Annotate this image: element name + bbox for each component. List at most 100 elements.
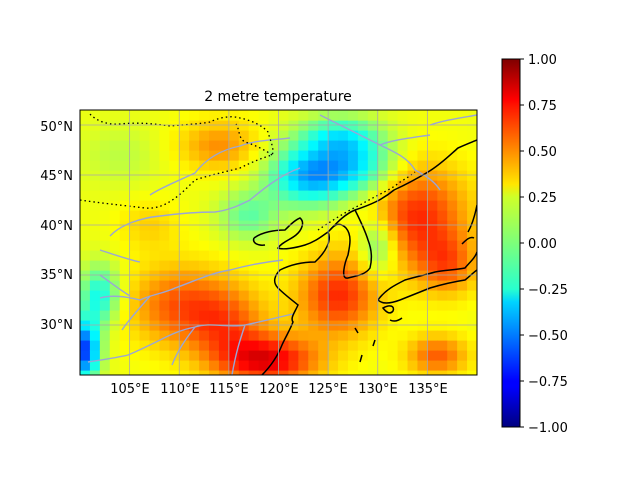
grid-cell [149, 150, 160, 161]
grid-cell [377, 300, 389, 311]
grid-cell [467, 370, 477, 375]
grid-cell [89, 140, 101, 151]
grid-cell [308, 230, 319, 241]
grid-cell [149, 130, 160, 141]
grid-cell [387, 180, 399, 191]
grid-cell [119, 360, 131, 371]
grid-cell [397, 130, 409, 141]
grid-cell [189, 210, 200, 221]
grid-cell [298, 130, 309, 141]
grid-cell [427, 240, 438, 251]
grid-cell [278, 310, 290, 321]
colorbar-ticks [520, 58, 524, 428]
grid-cell [417, 360, 428, 371]
grid-cell [169, 300, 180, 311]
grid-cell [149, 230, 160, 241]
grid-cell [278, 360, 290, 371]
grid-cell [338, 160, 349, 171]
grid-cell [308, 330, 319, 341]
grid-cell [228, 340, 240, 351]
grid-cell [119, 230, 131, 241]
graticule [80, 110, 477, 375]
grid-cell [318, 210, 329, 221]
grid-cell [457, 290, 468, 301]
grid-cell [308, 160, 319, 171]
grid-cell [169, 150, 180, 161]
cbar-label-9: −1.00 [528, 421, 568, 436]
grid-cell [199, 250, 210, 261]
grid-cell [268, 310, 280, 321]
grid-cell [209, 200, 220, 211]
cbar-label-4: 0.25 [528, 191, 557, 206]
grid-cell [169, 290, 180, 301]
grid-cell [467, 150, 477, 161]
grid-cell [367, 330, 379, 341]
grid-cell [258, 200, 270, 211]
grid-cell [109, 260, 121, 271]
grid-cell [338, 330, 349, 341]
grid-cell [209, 230, 220, 241]
grid-cell [338, 130, 349, 141]
grid-cell [338, 300, 349, 311]
grid-cell [298, 340, 309, 351]
grid-cell [427, 210, 438, 221]
grid-cell [437, 140, 448, 151]
grid-cell [199, 280, 210, 291]
grid-cell [159, 110, 170, 121]
grid-cell [218, 130, 230, 141]
grid-cell [199, 360, 210, 371]
grid-cell [189, 330, 200, 341]
grid-cell [397, 200, 409, 211]
grid-cell [248, 150, 260, 161]
grid-cell [377, 150, 389, 161]
grid-cell [179, 360, 190, 371]
grid-cell [80, 290, 91, 301]
grid-cell [238, 280, 250, 291]
grid-cell [387, 230, 399, 241]
grid-cell [427, 110, 438, 121]
grid-cell [268, 290, 280, 301]
grid-cell [457, 340, 468, 351]
grid-cell [377, 210, 389, 221]
grid-cell [209, 110, 220, 121]
grid-cell [139, 180, 151, 191]
grid-cell [238, 230, 250, 241]
grid-cell [218, 200, 230, 211]
grid-cell [457, 230, 468, 241]
grid-cell [457, 110, 468, 121]
grid-cell [238, 180, 250, 191]
grid-cell [367, 350, 379, 361]
grid-cell [427, 350, 438, 361]
grid-cell [209, 310, 220, 321]
grid-cell [248, 180, 260, 191]
grid-cell [397, 370, 409, 375]
grid-cell [407, 150, 419, 161]
grid-cell [367, 190, 379, 201]
grid-cell [407, 330, 419, 341]
grid-cell [357, 130, 369, 141]
grid-cell [328, 110, 339, 121]
grid-cell [149, 350, 160, 361]
grid-cell [437, 200, 448, 211]
grid-cell [467, 350, 477, 361]
grid-cell [89, 230, 101, 241]
grid-cell [199, 340, 210, 351]
grid-cell [328, 350, 339, 361]
grid-cell [447, 240, 458, 251]
grid-cell [347, 360, 359, 371]
grid-cell [159, 360, 170, 371]
grid-cell [99, 260, 111, 271]
grid-cell [119, 240, 131, 251]
grid-cell [169, 190, 180, 201]
grid-cell [119, 310, 131, 321]
cbar-label-1: 1.00 [528, 53, 557, 68]
grid-cell [209, 280, 220, 291]
grid-cell [377, 310, 389, 321]
grid-cell [268, 190, 280, 201]
grid-cell [169, 260, 180, 271]
grid-cell [80, 310, 91, 321]
grid-cell [427, 150, 438, 161]
grid-cell [89, 280, 101, 291]
grid-cell [467, 360, 477, 371]
grid-cell [397, 360, 409, 371]
